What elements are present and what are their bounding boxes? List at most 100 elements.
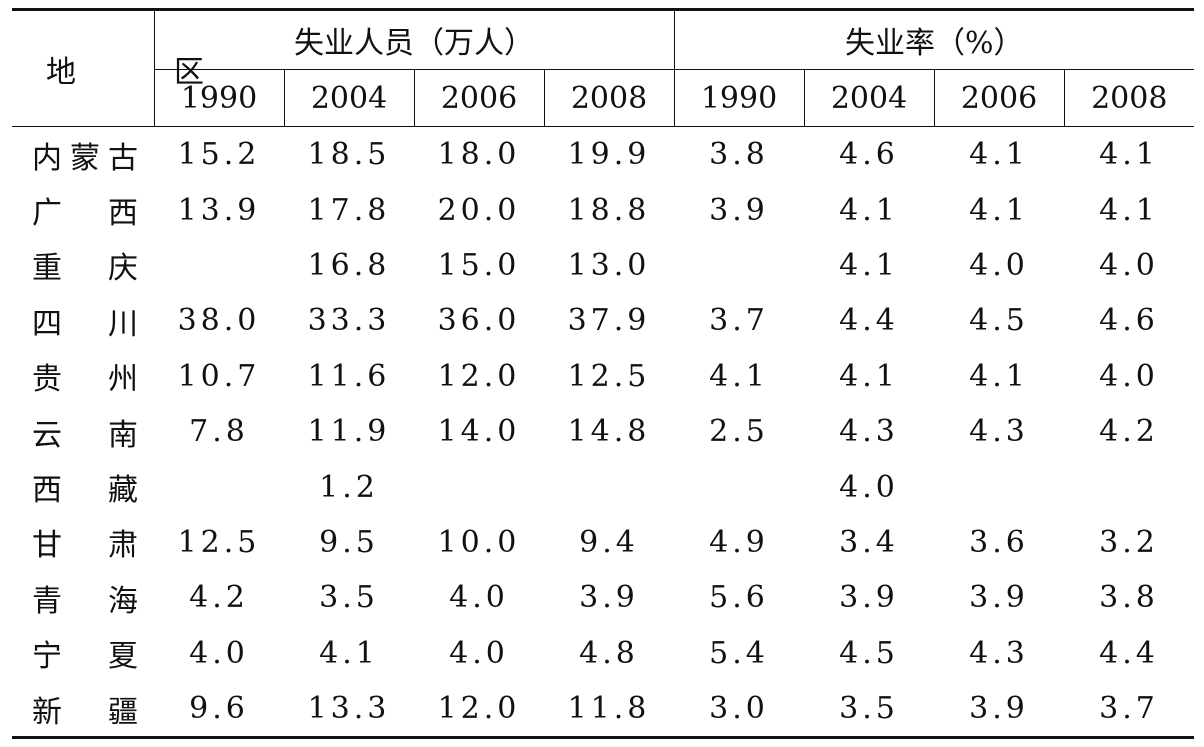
unemployed-cell: 12.0 (414, 680, 544, 740)
unemployed-cell: 7.8 (189, 414, 249, 450)
unemployed-cell: 4.0 (449, 580, 509, 616)
region-name: 内蒙古 (32, 140, 138, 176)
unemployed-cell (154, 459, 284, 514)
rate-cell: 5.4 (709, 635, 769, 671)
region-name: 甘 肃 (32, 528, 138, 564)
unemployed-cell: 11.6 (307, 358, 391, 394)
unemployed-cell: 20.0 (437, 192, 521, 228)
table-row: 四 川 38.0 33.3 36.0 37.9 3.7 4.4 4.5 4.6 (12, 293, 1194, 348)
unemployed-cell: 11.8 (544, 680, 674, 740)
region-name: 四 川 (32, 306, 138, 342)
rate-cell: 3.0 (674, 680, 804, 740)
unemployed-cell: 14.8 (567, 414, 651, 450)
region-name: 西 藏 (32, 473, 138, 509)
header-row-groups: 地 区 失业人员（万人） 失业率（%） (12, 8, 1195, 127)
rate-cell: 4.3 (969, 414, 1029, 450)
unemployed-cell: 36.0 (437, 303, 521, 339)
region-name: 重 庆 (32, 251, 138, 287)
rate-cell: 3.5 (804, 680, 934, 740)
rate-cell: 3.6 (969, 524, 1029, 560)
rate-cell: 3.7 (709, 303, 769, 339)
unemployed-cell: 10.7 (177, 358, 261, 394)
unemployed-cell: 11.9 (307, 414, 391, 450)
year-header: 2004 (284, 69, 415, 127)
rate-cell: 4.5 (969, 303, 1029, 339)
unemployed-cell: 15.0 (437, 247, 521, 283)
region-name: 新 疆 (12, 680, 154, 740)
unemployed-cell: 12.5 (567, 358, 651, 394)
unemployed-cell: 38.0 (177, 303, 261, 339)
region-header: 地 区 (12, 8, 204, 127)
rate-cell: 4.1 (1099, 192, 1159, 228)
region-name: 贵 州 (32, 362, 138, 398)
year-header: 2006 (934, 69, 1065, 127)
rate-cell (674, 459, 804, 514)
rate-cell: 4.3 (839, 414, 899, 450)
header-row-years: 1990 2004 2006 2008 1990 2004 2006 2008 (12, 69, 1195, 127)
unemployed-cell: 3.5 (319, 580, 379, 616)
rate-cell: 4.9 (709, 524, 769, 560)
rate-cell: 4.1 (839, 192, 899, 228)
unemployed-cell: 14.0 (437, 414, 521, 450)
rate-cell: 4.6 (839, 137, 899, 173)
unemployed-cell: 9.6 (154, 680, 284, 740)
rate-cell: 4.1 (1099, 137, 1159, 173)
table-body: 内蒙古 15.2 18.5 18.0 19.9 3.8 4.6 4.1 4.1 广 西 13.9 17… (12, 127, 1195, 740)
table-row: 新 疆 9.6 13.3 12.0 11.8 3.0 3.5 3.9 3.7 (12, 680, 1195, 740)
rate-cell: 3.9 (709, 192, 769, 228)
rate-cell: 3.9 (969, 580, 1029, 616)
unemployed-cell: 13.9 (177, 192, 261, 228)
unemployed-cell: 4.0 (189, 635, 249, 671)
rate-cell: 4.1 (839, 358, 899, 394)
rate-cell: 4.3 (969, 635, 1029, 671)
rate-cell: 3.9 (839, 580, 899, 616)
unemployed-cell: 18.8 (567, 192, 651, 228)
unemployed-cell: 18.5 (307, 137, 391, 173)
unemployed-cell: 13.3 (284, 680, 414, 740)
unemployed-cell (154, 238, 284, 293)
rate-cell: 4.2 (1099, 414, 1159, 450)
region-name: 青 海 (32, 583, 138, 619)
region-name: 云 南 (32, 417, 138, 453)
rate-cell: 4.4 (839, 303, 899, 339)
table-row: 贵 州 10.7 11.6 12.0 12.5 4.1 4.1 4.1 4.0 (12, 349, 1194, 404)
rate-cell: 5.6 (709, 580, 769, 616)
rate-cell: 3.7 (1064, 680, 1195, 740)
unemployed-cell: 4.1 (319, 635, 379, 671)
unemployed-cell (544, 459, 674, 514)
rate-cell (1064, 459, 1194, 514)
unemployed-cell: 12.0 (437, 358, 521, 394)
unemployed-cell: 16.8 (307, 247, 391, 283)
unemployed-cell: 13.0 (567, 247, 651, 283)
rate-cell: 4.4 (1099, 635, 1159, 671)
rate-cell: 3.4 (839, 524, 899, 560)
rate-cell: 4.0 (1099, 358, 1159, 394)
table-row: 内蒙古 15.2 18.5 18.0 19.9 3.8 4.6 4.1 4.1 (12, 127, 1194, 183)
table-row: 广 西 13.9 17.8 20.0 18.8 3.9 4.1 4.1 4.1 (12, 182, 1194, 237)
year-header: 2008 (544, 69, 675, 127)
year-header: 2006 (414, 69, 545, 127)
year-header: 2008 (1064, 69, 1195, 127)
unemployed-cell: 33.3 (307, 303, 391, 339)
rate-cell (674, 238, 804, 293)
rate-cell: 2.5 (709, 414, 769, 450)
group-header-rate: 失业率（%） (674, 8, 1195, 70)
unemployed-cell: 10.0 (437, 524, 521, 560)
rate-cell: 4.1 (839, 247, 899, 283)
region-name: 宁 夏 (32, 639, 138, 675)
unemployed-cell: 9.5 (319, 524, 379, 560)
group-header-unemployed: 失业人员（万人） (154, 8, 675, 70)
unemployed-cell: 19.9 (567, 137, 651, 173)
rate-cell: 4.0 (839, 469, 899, 505)
rate-cell: 3.2 (1099, 524, 1159, 560)
rate-cell: 3.9 (934, 680, 1064, 740)
rate-cell: 4.0 (969, 247, 1029, 283)
region-name: 广 西 (32, 196, 138, 232)
unemployed-cell: 18.0 (437, 137, 521, 173)
table-row: 重 庆 16.8 15.0 13.0 4.1 4.0 4.0 (12, 238, 1194, 293)
unemployed-cell: 4.2 (189, 580, 249, 616)
rate-cell: 4.1 (969, 192, 1029, 228)
rate-cell (934, 459, 1064, 514)
rate-cell: 4.1 (969, 358, 1029, 394)
rate-cell: 4.1 (969, 137, 1029, 173)
